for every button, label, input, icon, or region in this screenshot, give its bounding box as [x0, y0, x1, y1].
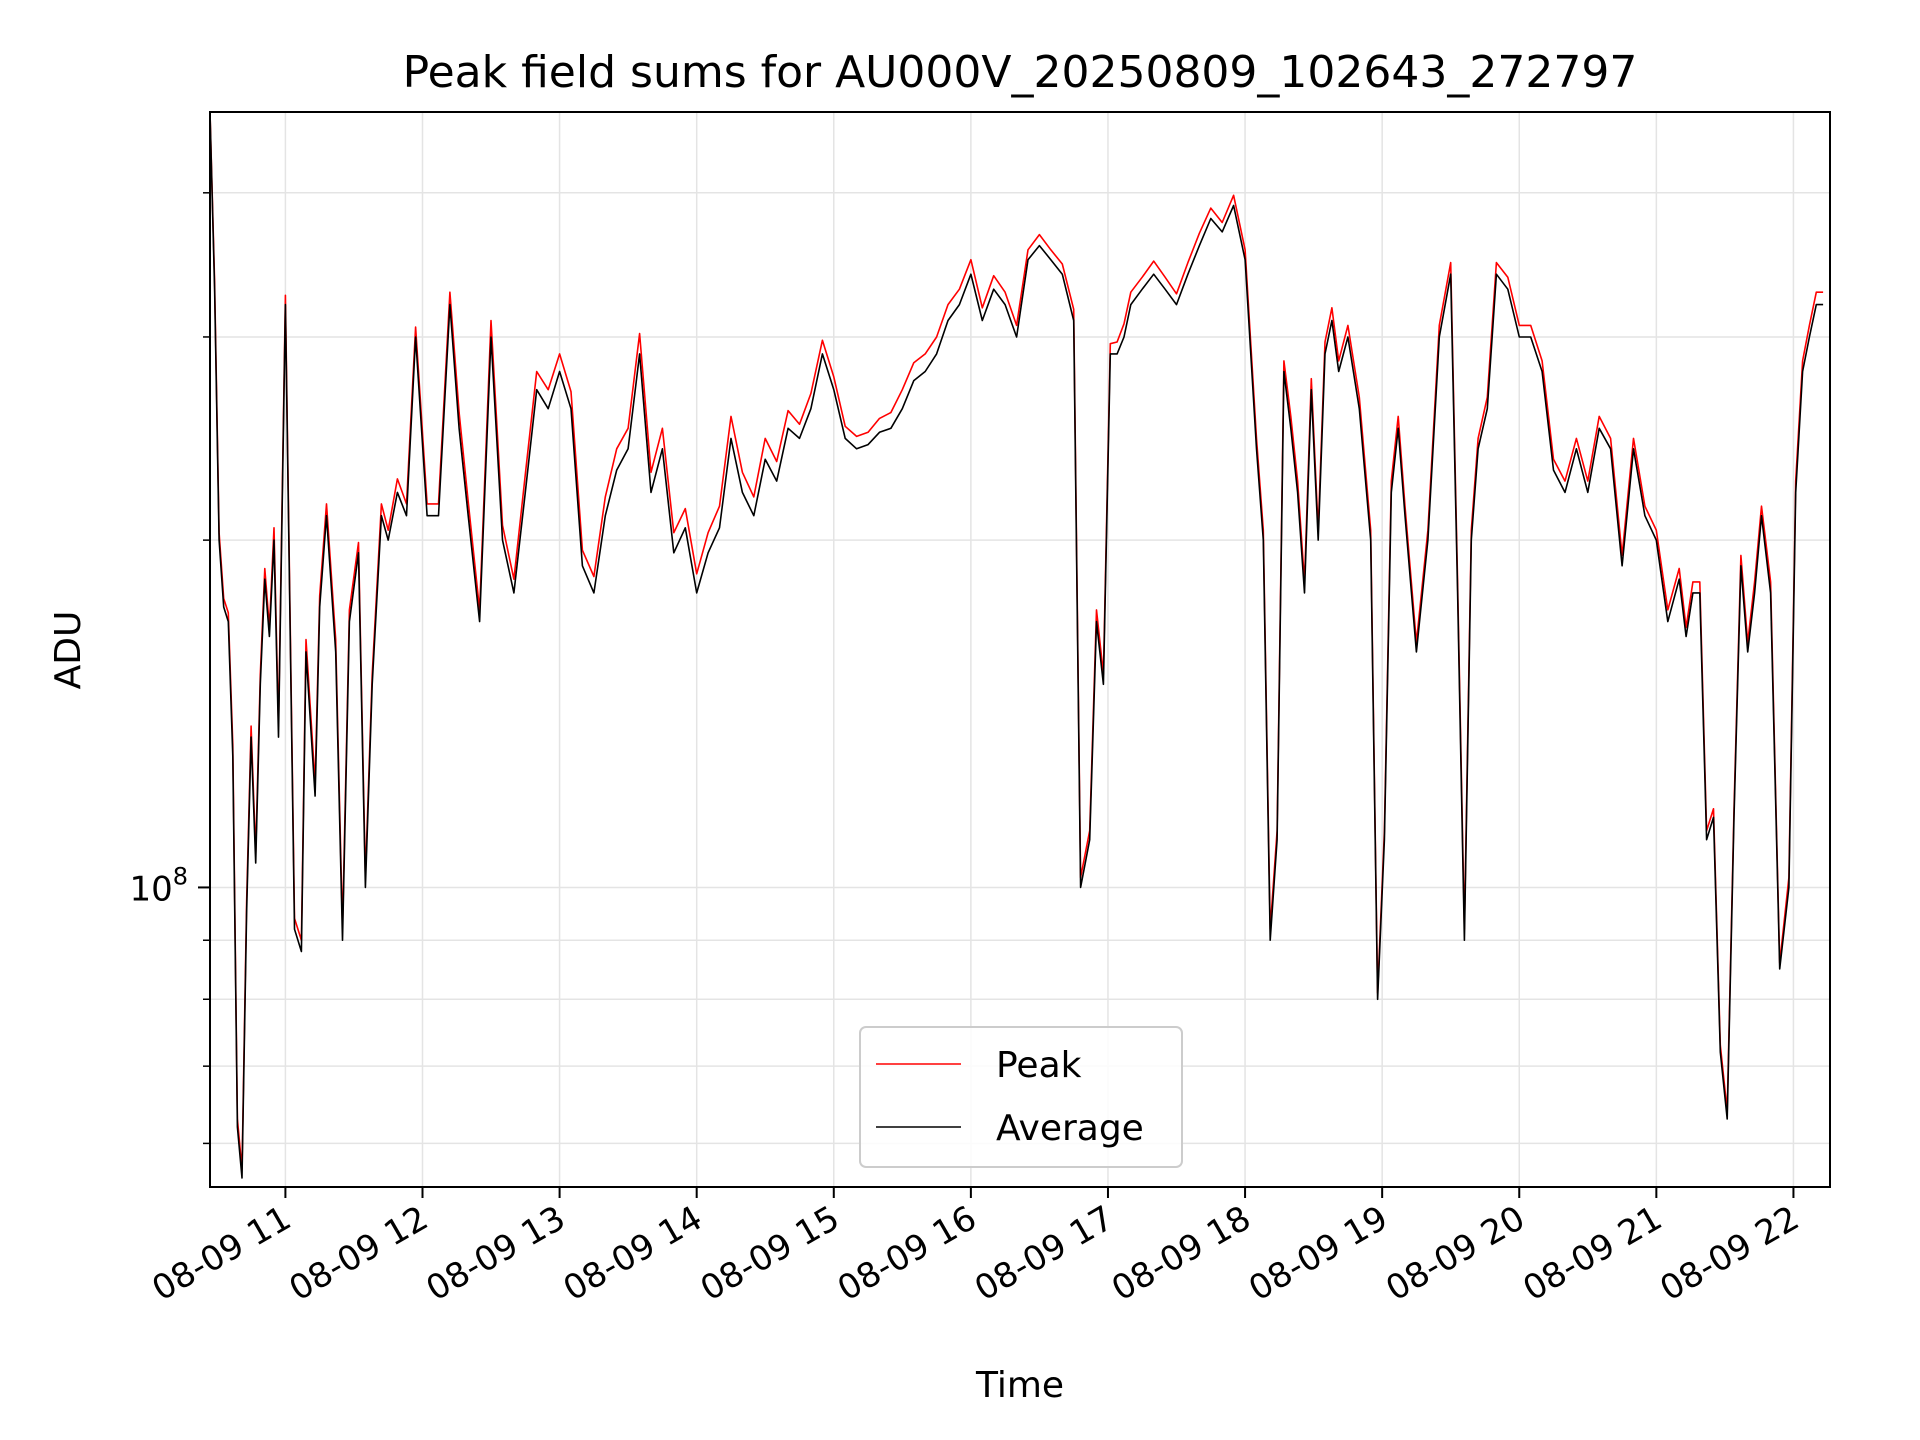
series-layer	[209, 111, 1824, 1179]
y-axis-label: ADU	[48, 611, 89, 690]
chart-title: Peak field sums for AU000V_20250809_1026…	[403, 47, 1638, 98]
legend-box	[859, 1026, 1183, 1168]
grid-layer	[210, 112, 1830, 1187]
series-line-average	[209, 111, 1824, 1179]
legend: Peak Average	[859, 1026, 1183, 1168]
y-tick-label-base: 10	[129, 869, 172, 909]
legend-label-peak: Peak	[996, 1045, 1082, 1086]
plot-frame	[209, 111, 1831, 1188]
x-axis-label: Time	[975, 1365, 1064, 1406]
legend-label-average: Average	[996, 1108, 1144, 1149]
y-tick-label-exponent: 8	[173, 862, 188, 890]
y-tick-label: 108	[129, 862, 188, 909]
series-line-peak	[209, 111, 1824, 1170]
